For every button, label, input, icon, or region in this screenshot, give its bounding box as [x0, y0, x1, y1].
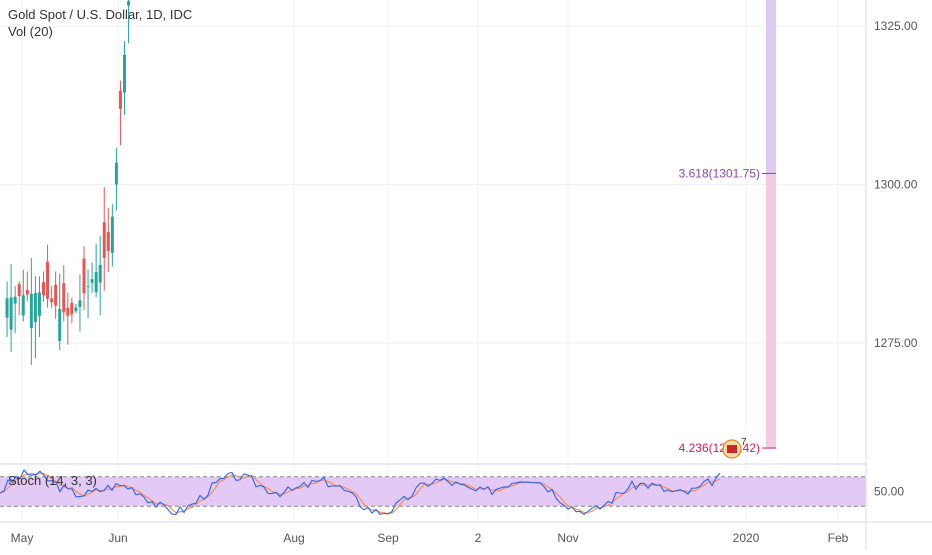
candle	[21, 295, 25, 316]
candle	[123, 54, 126, 93]
candle	[70, 302, 74, 315]
time-tick-label: Nov	[557, 531, 578, 545]
candle	[102, 222, 106, 258]
candle	[127, 1, 131, 6]
time-tick-label: Jun	[108, 531, 127, 545]
volume-label: Vol (20)	[8, 24, 53, 39]
fib-level-label: 4.236(1258.42)	[679, 441, 760, 455]
time-tick-label: 2020	[733, 531, 760, 545]
candle	[106, 232, 110, 251]
candle	[74, 307, 78, 312]
candle	[42, 282, 45, 296]
stoch-tick-label: 50.00	[874, 485, 904, 499]
candle	[9, 297, 13, 330]
price-tick-label: 1325.00	[874, 19, 918, 33]
candle	[54, 284, 58, 306]
candle	[66, 307, 70, 316]
fib-zone	[766, 173, 776, 449]
candle	[5, 298, 9, 318]
candle	[58, 308, 62, 341]
stoch-k-line	[0, 469, 721, 516]
flag-shape	[727, 445, 737, 453]
candle	[62, 283, 66, 313]
event-count: 7	[741, 437, 747, 448]
candle	[90, 279, 94, 283]
candle	[13, 296, 17, 304]
time-tick-label: Aug	[283, 531, 304, 545]
candle	[50, 298, 54, 303]
candle	[37, 292, 41, 317]
candle	[33, 293, 37, 322]
time-tick-label: May	[11, 531, 34, 545]
fib-level-label: 3.618(1301.75)	[679, 166, 760, 180]
price-tick-label: 1300.00	[874, 178, 918, 192]
candle	[29, 293, 33, 329]
stoch-band	[0, 476, 866, 507]
candle	[17, 284, 21, 297]
chart-title: Gold Spot / U.S. Dollar, 1D, IDC	[8, 7, 193, 22]
candle	[82, 258, 86, 294]
time-tick-label: Feb	[828, 531, 849, 545]
stoch-d-line	[0, 472, 721, 515]
candle	[25, 289, 29, 295]
candle	[86, 286, 90, 288]
candle	[94, 272, 98, 293]
fib-zone	[766, 0, 776, 174]
time-tick-label: 2	[475, 531, 482, 545]
price-tick-label: 1275.00	[874, 336, 918, 350]
candle	[46, 261, 50, 299]
candle	[118, 90, 122, 109]
candle	[110, 216, 114, 253]
candle	[98, 264, 102, 283]
stoch-title: Stoch (14, 3, 3)	[8, 473, 97, 488]
candle	[114, 162, 118, 185]
candle	[78, 300, 82, 307]
time-tick-label: Sep	[377, 531, 399, 545]
